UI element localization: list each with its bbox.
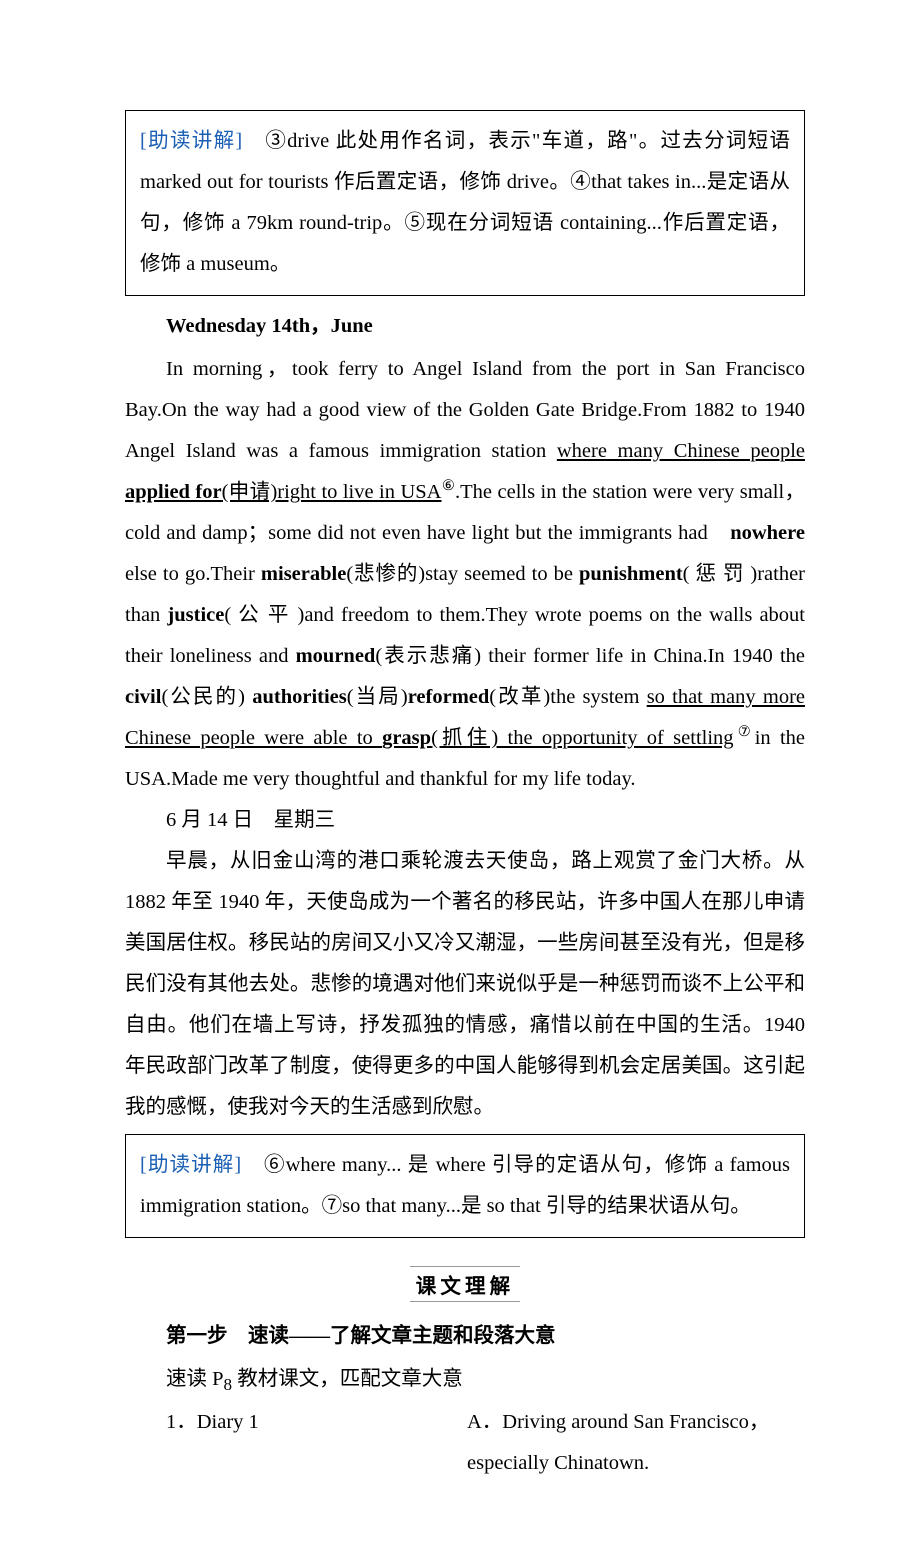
eng-punishment: punishment (579, 563, 683, 585)
eng-p1-e: (悲惨的)stay seemed to be (346, 563, 579, 585)
eng-miserable: miserable (261, 563, 346, 585)
divider-label: 课文理解 (410, 1266, 520, 1302)
explanation-2-label: [助读讲解] (140, 1154, 241, 1176)
eng-p1-j: (当局) (347, 686, 408, 708)
explanation-box-2: [助读讲解] ⑥where many... 是 where 引导的定语从句，修饰… (125, 1134, 805, 1238)
page: [助读讲解] ③drive 此处用作名词，表示"车道，路"。过去分词短语 mar… (0, 0, 920, 1544)
instr-a: 速读 P (166, 1368, 224, 1390)
qa-a1-line2: especially Chinatown. (467, 1443, 805, 1484)
eng-sup-6: ⑥ (441, 478, 455, 494)
eng-sup-7: ⑦ (734, 724, 755, 740)
explanation-2-text: [助读讲解] ⑥where many... 是 where 引导的定语从句，修饰… (140, 1145, 790, 1227)
eng-authorities: authorities (252, 686, 347, 708)
eng-civil: civil (125, 686, 161, 708)
step-title: 第一步 速读——了解文章主题和段落大意 (125, 1314, 805, 1359)
eng-justice: justice (167, 604, 224, 626)
explanation-1-label: [助读讲解] (140, 130, 242, 152)
eng-underline-1c: (申请)right to live in USA (222, 481, 442, 503)
instr-sub: 8 (224, 1375, 233, 1394)
explanation-1-text: [助读讲解] ③drive 此处用作名词，表示"车道，路"。过去分词短语 mar… (140, 121, 790, 285)
english-date: Wednesday 14th，June (125, 304, 805, 349)
eng-p1-d: else to go.Their (125, 563, 261, 585)
explanation-box-1: [助读讲解] ③drive 此处用作名词，表示"车道，路"。过去分词短语 mar… (125, 110, 805, 296)
chinese-paragraph: 早晨，从旧金山湾的港口乘轮渡去天使岛，路上观赏了金门大桥。从 1882 年至 1… (125, 841, 805, 1128)
eng-applied-for: applied for (125, 481, 222, 503)
qa-row-1: 1．Diary 1 A．Driving around San Francisco… (125, 1402, 805, 1484)
instr-b: 教材课文，匹配文章大意 (232, 1368, 463, 1390)
eng-reformed: reformed (408, 686, 490, 708)
eng-nowhere: nowhere (730, 522, 805, 544)
eng-grasp: grasp (382, 727, 431, 749)
eng-underline-1a: where many Chinese people (557, 440, 805, 462)
eng-p1-k: (改革)the system (489, 686, 646, 708)
section-divider: 课文理解 (125, 1266, 805, 1302)
chinese-date: 6 月 14 日 星期三 (125, 800, 805, 841)
eng-p1-h: (表示悲痛) their former life in China.In 194… (375, 645, 805, 667)
qa-q1: 1．Diary 1 (125, 1402, 463, 1484)
eng-mourned: mourned (296, 645, 376, 667)
qa-a1-line1: A．Driving around San Francisco， (467, 1402, 805, 1443)
eng-p1-i: (公民的) (161, 686, 252, 708)
step-instruction: 速读 P8 教材课文，匹配文章大意 (125, 1359, 805, 1402)
qa-a1: A．Driving around San Francisco， especial… (463, 1402, 805, 1484)
english-paragraph: In morning，took ferry to Angel Island fr… (125, 349, 805, 800)
eng-underline-2b: (抓住) the opportunity of settling (431, 727, 733, 749)
